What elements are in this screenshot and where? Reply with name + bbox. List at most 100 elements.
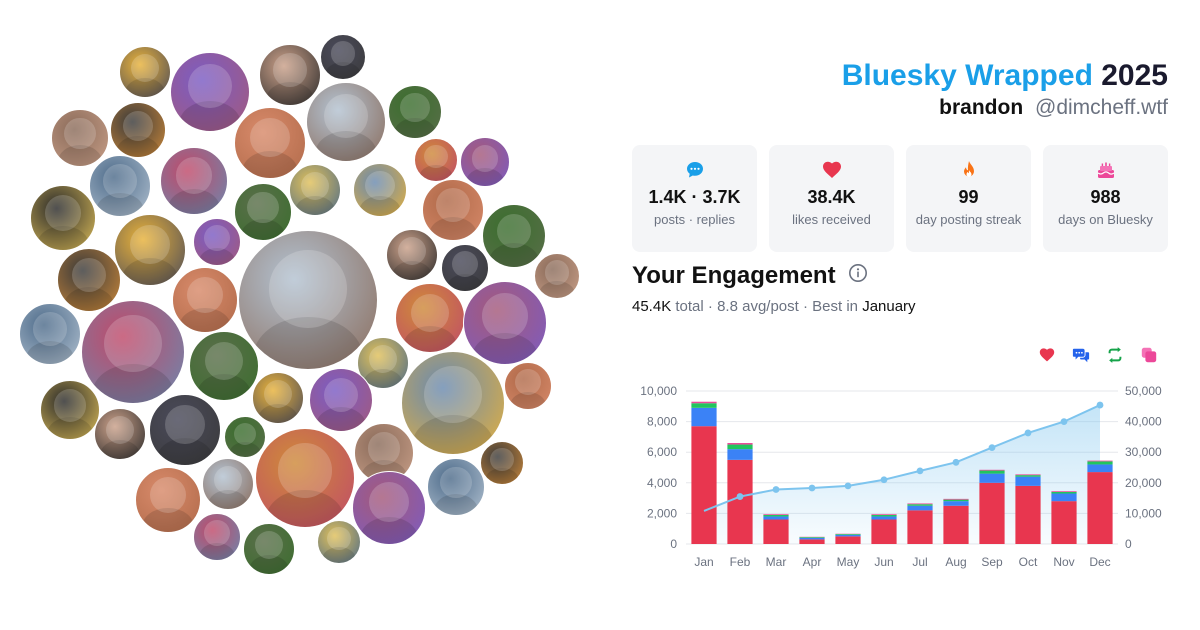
cumulative-point (952, 458, 960, 466)
bar-segment (763, 514, 789, 517)
avatar (19, 303, 81, 365)
bar-segment (871, 516, 897, 520)
title-brand: Bluesky Wrapped (841, 59, 1093, 92)
bar-segment (979, 473, 1005, 483)
avatar (189, 331, 259, 401)
bar-segment (1051, 493, 1077, 502)
engagement-chart: 0 0 2,000 10,000 4,000 20,000 6,000 30,000 8,000… (640, 384, 1162, 569)
bar-segment (727, 443, 753, 445)
avatar (81, 300, 185, 404)
avatar (388, 85, 442, 139)
cumulative-point (1060, 418, 1068, 425)
x-tick-label: Sep (981, 555, 1003, 569)
separator: · (802, 298, 808, 315)
quote-icon[interactable] (1138, 344, 1160, 366)
avatar (306, 82, 386, 162)
stat-label: day posting streak (915, 212, 1022, 227)
avatar (259, 44, 321, 106)
repost-icon[interactable] (1104, 344, 1126, 366)
bar-segment (799, 537, 825, 538)
avatar (289, 164, 341, 216)
bar-segment (1051, 491, 1077, 492)
separator: · (707, 298, 713, 315)
avatar (202, 458, 254, 510)
bar-segment (799, 539, 825, 544)
avatar (482, 204, 546, 268)
bar-segment (763, 514, 789, 515)
bar-segment (943, 501, 969, 506)
x-tick-label: May (837, 555, 860, 569)
cumulative-point (988, 444, 996, 452)
avatar (255, 428, 355, 528)
x-tick-label: Mar (766, 555, 787, 569)
cake-icon (1095, 159, 1117, 181)
bar-segment (979, 470, 1005, 474)
reply-icon[interactable] (1070, 344, 1092, 366)
avatar (480, 441, 524, 485)
x-tick-label: Nov (1053, 555, 1074, 569)
avatar (504, 362, 552, 410)
bar-segment (871, 514, 897, 515)
engagement-best-month: January (862, 298, 916, 315)
chat-bubble-icon (684, 159, 706, 181)
x-tick-label: Jul (912, 555, 927, 569)
avatar (114, 214, 186, 286)
avatar (320, 34, 366, 80)
avatar (149, 394, 221, 466)
flame-icon (958, 159, 980, 181)
bar-segment (727, 459, 753, 544)
bar-segment (1087, 472, 1113, 544)
cumulative-point (1024, 429, 1032, 437)
bar-segment (907, 504, 933, 506)
cumulative-line (703, 404, 1101, 512)
avatar (414, 138, 458, 182)
avatar (57, 248, 121, 312)
bar-segment (871, 519, 897, 544)
y2-tick-label: 20,000 (1125, 476, 1162, 490)
cumulative-point (736, 493, 744, 500)
avatar (427, 458, 485, 516)
avatar (422, 179, 484, 241)
bar-segment (727, 444, 753, 450)
cumulative-point (916, 467, 924, 475)
bar-segment (907, 510, 933, 544)
avatar (224, 416, 266, 458)
y-tick-label: 10,000 (640, 384, 677, 398)
stat-card-streak: 99 day posting streak (906, 145, 1031, 252)
bar-segment (763, 519, 789, 544)
cumulative-point (1096, 401, 1104, 409)
heart-icon[interactable] (1036, 344, 1058, 366)
user-line: brandon @dimcheff.wtf (842, 96, 1168, 120)
bar-segment (871, 514, 897, 517)
page-title: Bluesky Wrapped 2025 (842, 58, 1168, 94)
engagement-heading: Your Engagement (632, 262, 836, 289)
avatar (193, 513, 241, 561)
bar-segment (907, 505, 933, 511)
info-icon[interactable] (848, 262, 868, 290)
bar-segment (1087, 460, 1113, 462)
y-tick-label: 6,000 (647, 445, 677, 459)
y-tick-label: 0 (670, 537, 677, 551)
x-tick-label: Oct (1019, 555, 1038, 569)
cumulative-point (808, 484, 816, 492)
avatar (170, 52, 250, 132)
engagement-avg: 8.8 avg/post (717, 298, 799, 315)
cumulative-point (844, 482, 852, 490)
avatar (135, 467, 201, 533)
avatar (395, 283, 465, 353)
chart-legend (1036, 344, 1160, 366)
engagement-title: Your Engagement (632, 262, 868, 290)
bar-segment (943, 505, 969, 544)
x-tick-label: Jan (694, 555, 713, 569)
stat-card-likes: 38.4K likes received (769, 145, 894, 252)
bar-segment (1087, 461, 1113, 465)
bar-segment (943, 498, 969, 500)
stat-value: 1.4K · 3.7K (648, 187, 741, 207)
bar-segment (1015, 476, 1041, 486)
bar-segment (727, 449, 753, 460)
user-handle: @dimcheff.wtf (1035, 96, 1168, 119)
bar-segment (691, 401, 717, 404)
stat-label: days on Bluesky (1058, 212, 1153, 227)
stat-label: posts · replies (654, 212, 735, 227)
cumulative-point (880, 476, 888, 484)
